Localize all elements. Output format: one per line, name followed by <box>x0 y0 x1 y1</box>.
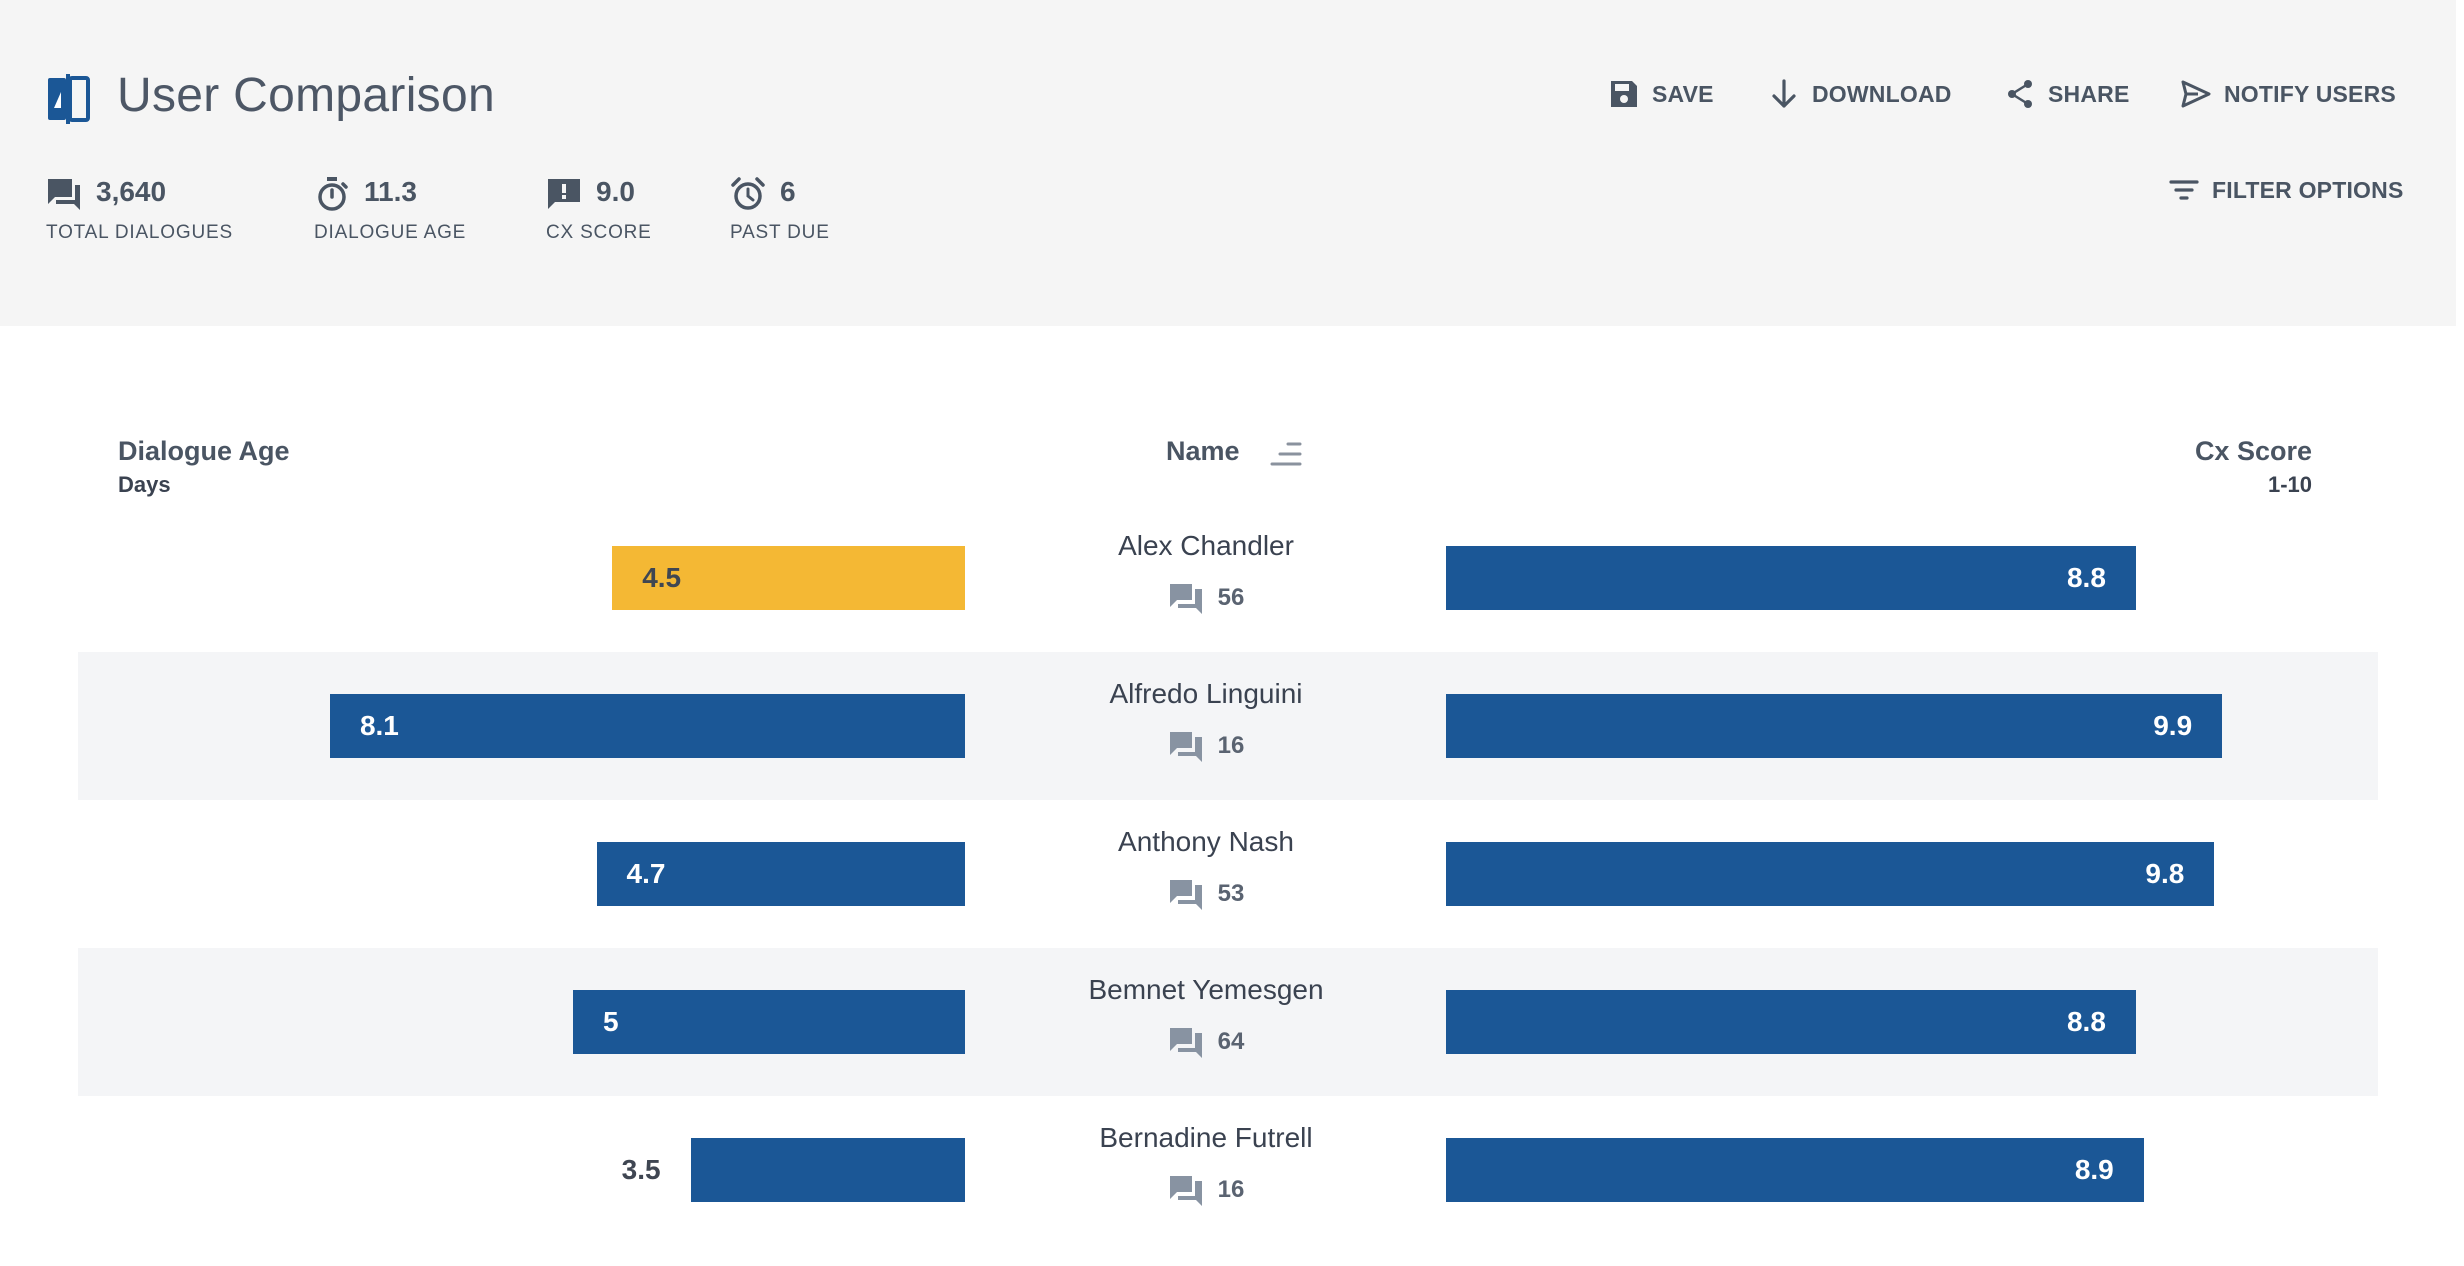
send-icon <box>2181 80 2211 108</box>
name-header: Name <box>1166 436 1240 466</box>
stat-label: PAST DUE <box>730 222 830 243</box>
notify-users-label: NOTIFY USERS <box>2224 80 2396 107</box>
dialogue-count-value: 16 <box>1217 1176 1245 1203</box>
share-icon <box>2008 80 2032 108</box>
cx-score-header: Cx Score <box>2194 436 2312 466</box>
filter-options-label: FILTER OPTIONS <box>2212 176 2404 203</box>
dialogue-count: 16 <box>1106 726 1306 766</box>
dialogue-age-value: 8.1 <box>359 710 399 741</box>
chat-icon <box>48 179 80 210</box>
sort-icon[interactable] <box>1264 440 1304 470</box>
user-name[interactable]: Bernadine Futrell <box>1099 1122 1313 1153</box>
cx-score-bar[interactable]: 8.8 <box>1446 546 2136 610</box>
chat-icon <box>1169 732 1202 762</box>
cx-score-unit: 1-10 <box>2267 472 2312 497</box>
stat-label: CX SCORE <box>546 222 652 243</box>
cx-score-value: 8.8 <box>2066 1006 2106 1037</box>
dialogue-count-value: 64 <box>1217 1028 1245 1055</box>
page-header: User Comparison 3,640 TOTAL DIALOGUES 11… <box>0 0 2456 326</box>
save-label: SAVE <box>1652 80 1714 107</box>
stat-label: DIALOGUE AGE <box>314 222 467 243</box>
dialogue-count: 56 <box>1106 578 1306 618</box>
cx-score-bar[interactable]: 8.8 <box>1446 990 2136 1054</box>
chat-icon <box>1169 880 1202 910</box>
dialogue-age-bar[interactable]: 5 <box>573 990 965 1054</box>
cx-score-value: 9.9 <box>2153 710 2193 741</box>
user-name[interactable]: Alex Chandler <box>1118 530 1294 561</box>
dialogue-age-value: 5 <box>603 1006 619 1037</box>
save-button[interactable]: SAVE <box>1608 76 1714 112</box>
stopwatch-icon <box>318 177 348 211</box>
stat-value: 11.3 <box>364 176 417 207</box>
user-name[interactable]: Alfredo Linguini <box>1109 678 1303 709</box>
cx-score-bar[interactable]: 9.9 <box>1446 694 2223 758</box>
filter-options-button[interactable]: FILTER OPTIONS <box>2168 172 2403 208</box>
user-name[interactable]: Anthony Nash <box>1118 826 1294 857</box>
dialogue-count-value: 56 <box>1217 584 1245 611</box>
dialogue-count-value: 16 <box>1217 732 1245 759</box>
save-icon <box>1611 81 1637 107</box>
stat-value: 6 <box>780 176 796 207</box>
download-label: DOWNLOAD <box>1812 80 1952 107</box>
share-button[interactable]: SHARE <box>2004 76 2130 112</box>
dialogue-age-bar[interactable]: 8.1 <box>329 694 965 758</box>
arrow-down-icon <box>1772 79 1796 108</box>
user-name[interactable]: Bemnet Yemesgen <box>1088 974 1324 1005</box>
chat-icon <box>1169 1176 1202 1206</box>
stat-label: TOTAL DIALOGUES <box>46 222 233 243</box>
stat-value: 3,640 <box>96 176 167 207</box>
page-title: User Comparison <box>117 69 495 122</box>
dialogue-count: 53 <box>1106 874 1306 914</box>
dialogue-age-unit: Days <box>118 472 171 497</box>
dialogue-count: 16 <box>1106 1170 1306 1210</box>
dialogue-age-bar[interactable] <box>690 1138 965 1202</box>
chat-icon <box>1169 584 1202 614</box>
filter-icon <box>2169 180 2199 200</box>
dialogue-age-value: 3.5 <box>621 1154 661 1185</box>
cx-score-bar[interactable]: 8.9 <box>1446 1138 2144 1202</box>
dialogue-count-value: 53 <box>1217 880 1245 907</box>
dialogue-age-bar[interactable]: 4.5 <box>612 546 965 610</box>
stat-value: 9.0 <box>596 176 635 207</box>
chat-icon <box>1169 1028 1202 1058</box>
alert-message-icon <box>548 179 580 209</box>
notify-users-button[interactable]: NOTIFY USERS <box>2180 76 2396 112</box>
split-compare-icon <box>48 74 90 124</box>
cx-score-value: 8.9 <box>2074 1154 2114 1185</box>
cx-score-value: 8.8 <box>2066 562 2106 593</box>
alarm-clock-icon <box>731 177 765 210</box>
share-label: SHARE <box>2048 80 2130 107</box>
dialogue-age-header: Dialogue Age <box>118 436 290 466</box>
dialogue-age-value: 4.5 <box>642 562 682 593</box>
dialogue-count: 64 <box>1106 1022 1306 1062</box>
cx-score-value: 9.8 <box>2145 858 2185 889</box>
cx-score-bar[interactable]: 9.8 <box>1446 842 2215 906</box>
download-button[interactable]: DOWNLOAD <box>1768 76 1952 112</box>
dialogue-age-value: 4.7 <box>626 858 666 889</box>
dialogue-age-bar[interactable]: 4.7 <box>596 842 965 906</box>
